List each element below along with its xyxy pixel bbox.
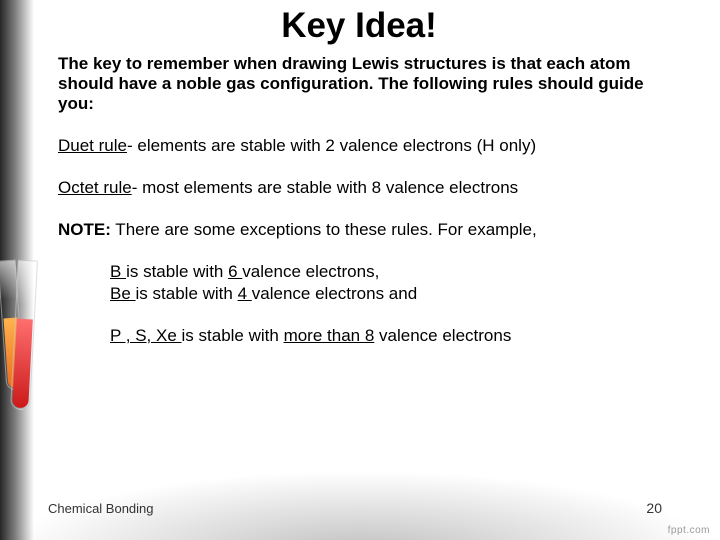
blank-4: 4	[238, 284, 252, 303]
octet-rule-label: Octet rule	[58, 178, 132, 197]
blank-be: Be	[110, 284, 136, 303]
text-1b: is stable with	[126, 262, 228, 281]
duet-rule-line: Duet rule- elements are stable with 2 va…	[58, 136, 680, 156]
more-than-8: more than 8	[284, 326, 375, 345]
exception-line-be: Be is stable with 4 valence electrons an…	[110, 283, 680, 306]
blank-6: 6	[228, 262, 242, 281]
text-2b: is stable with	[136, 284, 238, 303]
page-number: 20	[646, 500, 662, 516]
intro-paragraph: The key to remember when drawing Lewis s…	[58, 54, 680, 114]
text-3b: is stable with	[182, 326, 284, 345]
exception-line-b: B is stable with 6 valence electrons,	[110, 261, 680, 284]
text-1d: valence electrons,	[242, 262, 379, 281]
duet-rule-text: - elements are stable with 2 valence ele…	[127, 136, 536, 155]
octet-rule-line: Octet rule- most elements are stable wit…	[58, 178, 680, 198]
note-text: There are some exceptions to these rules…	[111, 220, 537, 239]
footer-topic: Chemical Bonding	[48, 501, 154, 516]
exceptions-block-1: B is stable with 6 valence electrons, Be…	[110, 261, 680, 307]
blank-b: B	[110, 262, 126, 281]
octet-rule-text: - most elements are stable with 8 valenc…	[132, 178, 518, 197]
note-line: NOTE: There are some exceptions to these…	[58, 220, 680, 240]
note-label: NOTE:	[58, 220, 111, 239]
text-2d: valence electrons and	[252, 284, 417, 303]
duet-rule-label: Duet rule	[58, 136, 127, 155]
template-logo: fppt.com	[668, 525, 710, 536]
blank-psxe: P , S, Xe	[110, 326, 182, 345]
exceptions-block-2: P , S, Xe is stable with more than 8 val…	[110, 326, 680, 346]
text-3d: valence electrons	[374, 326, 511, 345]
slide-title: Key Idea!	[38, 6, 680, 46]
slide-content: Key Idea! The key to remember when drawi…	[0, 0, 720, 346]
